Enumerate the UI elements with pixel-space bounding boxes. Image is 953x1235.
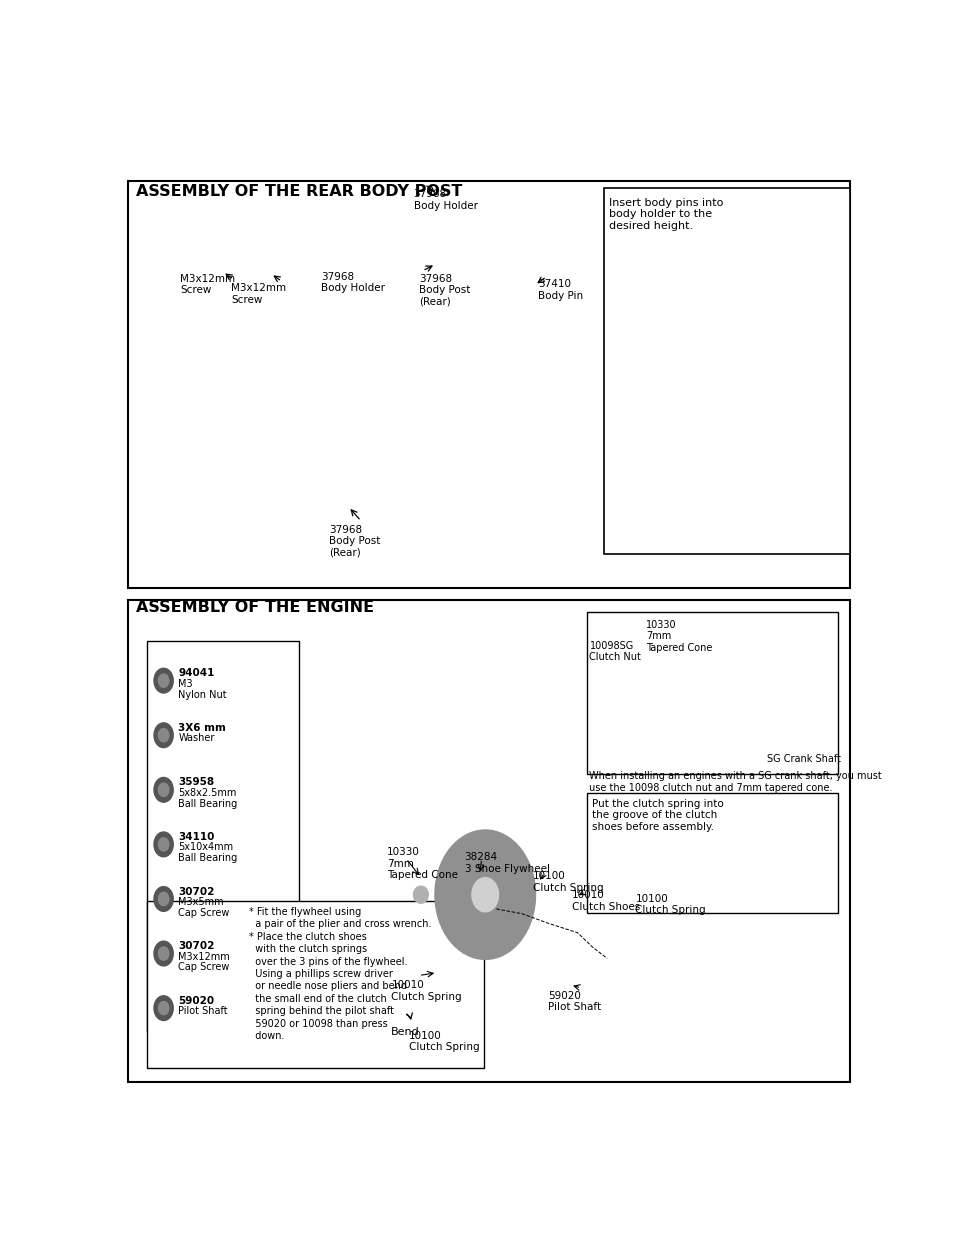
Bar: [363, 952, 436, 1067]
Text: 94041: 94041: [178, 668, 214, 678]
Circle shape: [153, 722, 173, 747]
Circle shape: [158, 893, 169, 905]
Circle shape: [158, 729, 169, 742]
Bar: [128, 600, 849, 1082]
Text: M3x12mm
Screw: M3x12mm Screw: [180, 274, 234, 295]
Bar: [150, 911, 234, 1058]
Text: 59020
Pilot Shaft: 59020 Pilot Shaft: [547, 990, 600, 1013]
Bar: [603, 188, 849, 555]
Text: Bend: Bend: [391, 1026, 419, 1037]
Text: 10100
Clutch Spring: 10100 Clutch Spring: [409, 1031, 479, 1052]
Bar: [587, 793, 837, 913]
Circle shape: [158, 1002, 169, 1015]
Text: Washer: Washer: [178, 734, 214, 743]
Text: M3x12mm
Cap Screw: M3x12mm Cap Screw: [178, 952, 230, 972]
Text: M3x5mm
Cap Screw: M3x5mm Cap Screw: [178, 897, 230, 918]
Text: 30702: 30702: [178, 887, 214, 897]
Circle shape: [153, 941, 173, 966]
Ellipse shape: [413, 887, 428, 903]
Bar: [149, 934, 222, 1067]
Text: M3x12mm
Screw: M3x12mm Screw: [231, 283, 286, 305]
Circle shape: [158, 947, 169, 961]
Text: * Fit the flywheel using
  a pair of the plier and cross wrench.
* Place the clu: * Fit the flywheel using a pair of the p…: [249, 906, 431, 1041]
Circle shape: [158, 837, 169, 851]
Circle shape: [153, 778, 173, 803]
Circle shape: [158, 674, 169, 688]
Circle shape: [435, 830, 535, 960]
Circle shape: [153, 995, 173, 1020]
Circle shape: [153, 832, 173, 857]
Circle shape: [153, 668, 173, 693]
Text: M3
Nylon Nut: M3 Nylon Nut: [178, 679, 227, 699]
Bar: [128, 182, 849, 589]
Text: 10010
Clutch Shoes: 10010 Clutch Shoes: [571, 890, 639, 911]
Bar: [724, 803, 832, 903]
Text: 37968
Body Post
(Rear): 37968 Body Post (Rear): [418, 274, 470, 308]
Text: 10100
Clutch Spring: 10100 Clutch Spring: [635, 894, 705, 915]
Bar: [587, 613, 837, 774]
Text: ASSEMBLY OF THE ENGINE: ASSEMBLY OF THE ENGINE: [135, 600, 374, 615]
Bar: [147, 641, 298, 1031]
Circle shape: [472, 878, 498, 911]
Text: 10330
7mm
Tapered Cone: 10330 7mm Tapered Cone: [646, 620, 712, 653]
Bar: [278, 642, 485, 924]
Bar: [147, 902, 483, 1068]
Text: Put the clutch spring into
the groove of the clutch
shoes before assembly.: Put the clutch spring into the groove of…: [592, 799, 723, 832]
Circle shape: [158, 783, 169, 797]
Circle shape: [153, 887, 173, 911]
Text: 30702: 30702: [178, 941, 214, 951]
Text: 38284
3 Shoe Flywheel: 38284 3 Shoe Flywheel: [464, 852, 549, 873]
Text: 34110: 34110: [178, 832, 214, 842]
Text: 10098SG
Clutch Nut: 10098SG Clutch Nut: [589, 641, 640, 662]
Text: 59020: 59020: [178, 995, 214, 1005]
Text: ASSEMBLY OF THE REAR BODY POST: ASSEMBLY OF THE REAR BODY POST: [135, 184, 461, 199]
Text: 5x10x4mm
Ball Bearing: 5x10x4mm Ball Bearing: [178, 842, 237, 863]
Text: 37968
Body Holder: 37968 Body Holder: [321, 272, 385, 294]
Text: SG Crank Shaft: SG Crank Shaft: [766, 753, 840, 764]
Text: 37968
Body Post
(Rear): 37968 Body Post (Rear): [329, 525, 380, 558]
Bar: [605, 207, 847, 440]
Text: 37410
Body Pin: 37410 Body Pin: [537, 279, 582, 301]
Bar: [588, 621, 836, 716]
Text: 5x8x2.5mm
Ball Bearing: 5x8x2.5mm Ball Bearing: [178, 788, 237, 809]
Text: 37968
Body Holder: 37968 Body Holder: [413, 189, 477, 211]
Text: 10100
Clutch Spring: 10100 Clutch Spring: [532, 871, 602, 893]
Text: 3X6 mm: 3X6 mm: [178, 722, 226, 732]
Text: 10330
7mm
Tapered Cone: 10330 7mm Tapered Cone: [387, 847, 457, 881]
Text: When installing an engines with a SG crank shaft, you must
use the 10098 clutch : When installing an engines with a SG cra…: [589, 771, 882, 793]
Text: 10010
Clutch Spring: 10010 Clutch Spring: [391, 981, 461, 1002]
Text: Pilot Shaft: Pilot Shaft: [178, 1007, 228, 1016]
Text: 35958: 35958: [178, 778, 214, 788]
Bar: [129, 195, 588, 585]
Text: Insert body pins into
body holder to the
desired height.: Insert body pins into body holder to the…: [609, 198, 723, 231]
